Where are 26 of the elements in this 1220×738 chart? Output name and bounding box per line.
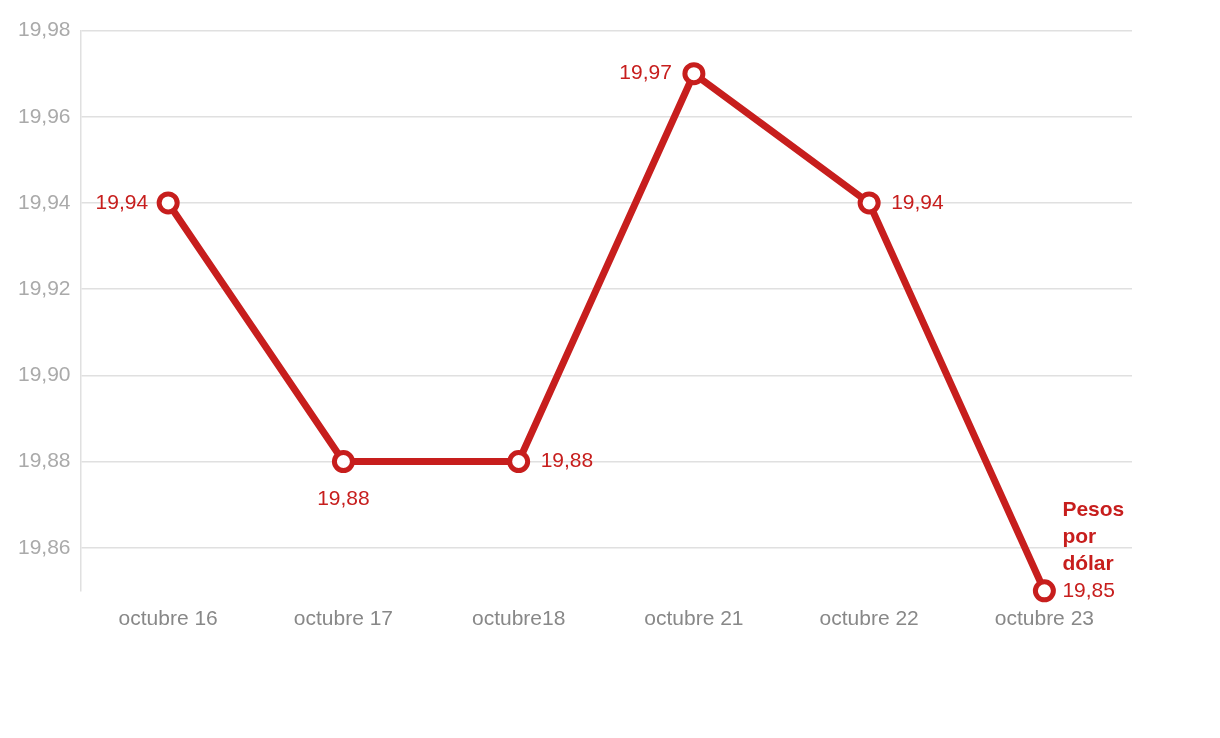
x-tick-label: octubre 23 <box>994 606 1094 630</box>
y-tick-label: 19,90 <box>17 362 71 386</box>
data-label: 19,88 <box>540 448 594 472</box>
data-label: 19,85 <box>1062 577 1115 601</box>
data-label: 19,97 <box>619 60 672 84</box>
point <box>331 450 355 474</box>
point <box>507 450 531 474</box>
x-tick-label: octubre 16 <box>118 606 218 630</box>
y-tick-label: 19,98 <box>17 17 71 41</box>
x-tick-label: octubre 22 <box>819 606 919 630</box>
data-label: 19,94 <box>95 189 149 213</box>
point <box>682 62 706 86</box>
y-tick-label: 19,86 <box>17 534 71 558</box>
x-tick-label: octubre 21 <box>644 606 744 630</box>
point <box>1032 579 1056 603</box>
y-tick-label: 19,88 <box>17 448 71 472</box>
point <box>156 191 180 215</box>
y-tick-label: 19,96 <box>17 103 71 127</box>
x-tick-label: octubre 17 <box>293 606 394 630</box>
y-tick-label: 19,92 <box>17 275 71 299</box>
y-tick-label: 19,94 <box>17 189 71 213</box>
data-label: 19,88 <box>317 486 370 510</box>
series-label: Pesos por dólar <box>1062 496 1125 574</box>
point <box>857 191 881 215</box>
data-label: 19,94 <box>891 189 945 213</box>
x-tick-label: octubre18 <box>471 606 566 630</box>
